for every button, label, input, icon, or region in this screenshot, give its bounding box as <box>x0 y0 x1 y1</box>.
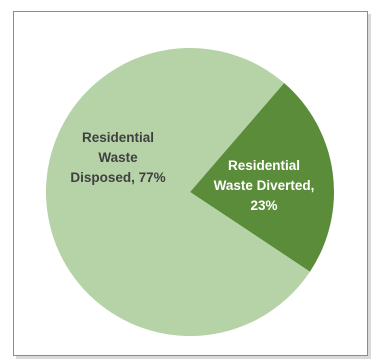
data-label-disposed: Residential Waste Disposed, 77% <box>70 130 165 185</box>
data-label-diverted: Residential Waste Diverted, 23% <box>214 158 315 213</box>
pie-slice-disposed <box>46 47 310 336</box>
pie-slice-diverted <box>190 82 335 272</box>
